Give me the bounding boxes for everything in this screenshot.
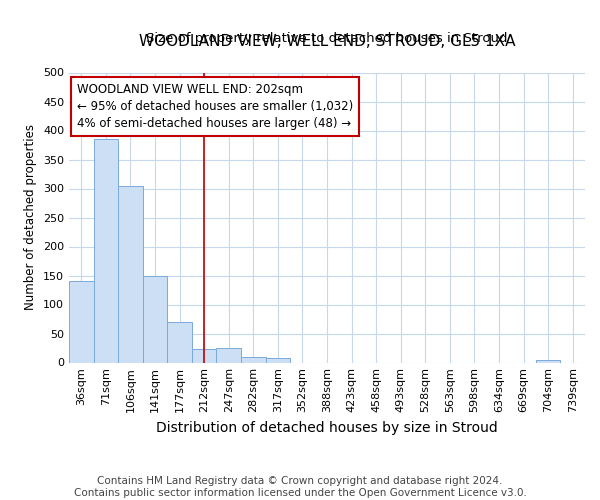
Bar [192, 349, 217, 362]
Bar [167, 322, 192, 362]
Bar [241, 356, 266, 362]
Text: Contains HM Land Registry data © Crown copyright and database right 2024.
Contai: Contains HM Land Registry data © Crown c… [74, 476, 526, 498]
Bar [69, 282, 94, 362]
Bar [94, 139, 118, 362]
Bar [266, 358, 290, 362]
Title: Size of property relative to detached houses in Stroud: Size of property relative to detached ho… [146, 32, 508, 45]
Bar [118, 186, 143, 362]
X-axis label: Distribution of detached houses by size in Stroud: Distribution of detached houses by size … [156, 421, 498, 435]
Text: WOODLAND VIEW WELL END: 202sqm
← 95% of detached houses are smaller (1,032)
4% o: WOODLAND VIEW WELL END: 202sqm ← 95% of … [77, 82, 353, 130]
Bar [217, 348, 241, 362]
Y-axis label: Number of detached properties: Number of detached properties [25, 124, 37, 310]
Bar [536, 360, 560, 362]
Text: WOODLAND VIEW, WELL END, STROUD, GL5 1XA: WOODLAND VIEW, WELL END, STROUD, GL5 1XA [139, 34, 515, 50]
Bar [143, 276, 167, 362]
